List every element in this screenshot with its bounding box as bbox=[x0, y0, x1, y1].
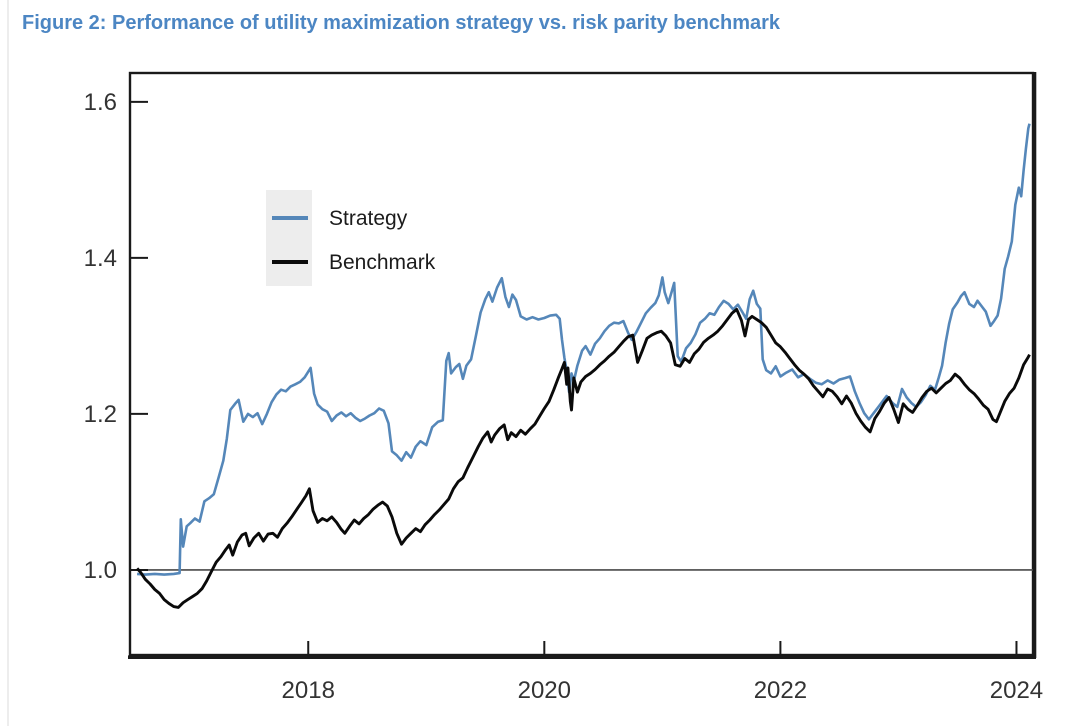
series-lines bbox=[136, 123, 1031, 609]
x-tick-label: 2020 bbox=[518, 677, 571, 704]
y-tick-label: 1.0 bbox=[84, 557, 117, 584]
x-tick-label: 2022 bbox=[754, 677, 807, 704]
x-tick-label: 2024 bbox=[990, 677, 1043, 704]
y-tick-label: 1.2 bbox=[84, 401, 117, 428]
window-edge-line bbox=[7, 0, 9, 726]
y-tick-label: 1.6 bbox=[84, 89, 117, 116]
axis-ticks: 1.0 1.2 1.4 1.6 2018 2020 2022 2024 bbox=[84, 89, 1044, 704]
y-tick-label: 1.4 bbox=[84, 245, 117, 272]
plot-frame bbox=[128, 71, 1037, 660]
figure-title: Figure 2: Performance of utility maximiz… bbox=[22, 12, 781, 34]
x-tick-label: 2018 bbox=[282, 677, 335, 704]
legend-box bbox=[266, 190, 312, 286]
legend: Strategy Benchmark bbox=[266, 190, 436, 286]
strategy-line bbox=[136, 123, 1031, 576]
plot-border bbox=[128, 71, 1035, 657]
legend-benchmark-label: Benchmark bbox=[329, 251, 436, 274]
benchmark-line bbox=[136, 307, 1031, 609]
legend-strategy-label: Strategy bbox=[329, 207, 408, 230]
